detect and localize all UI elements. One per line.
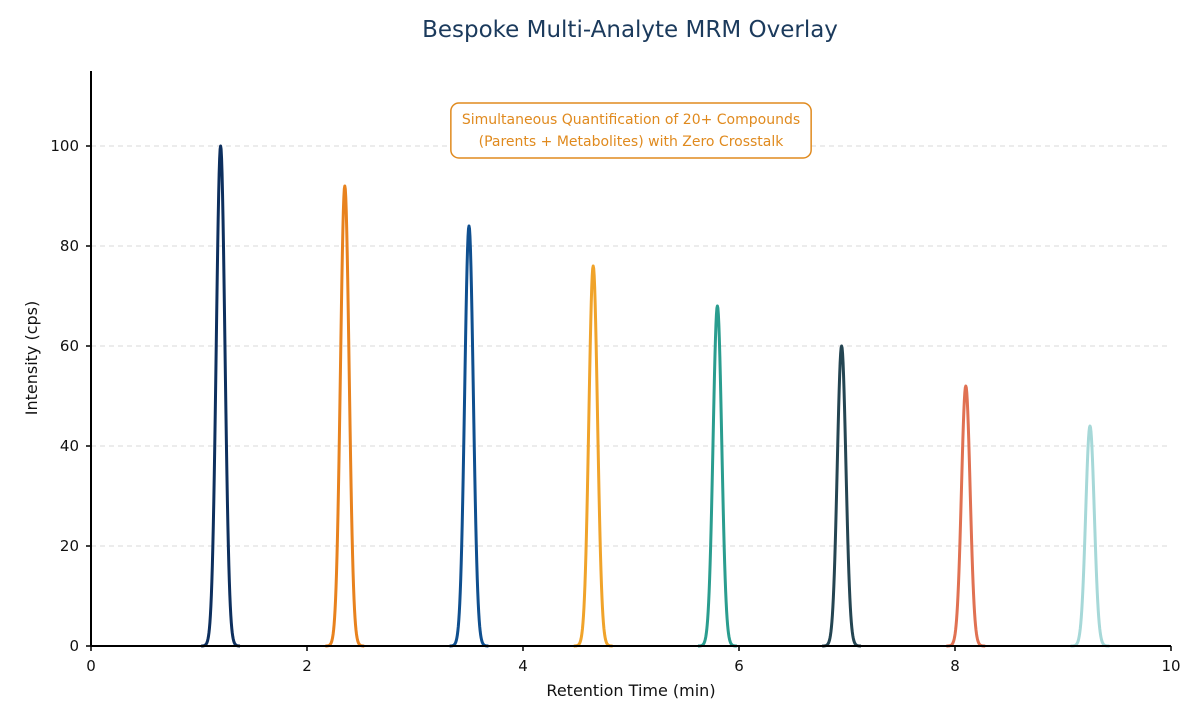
peak-2 [324, 184, 366, 648]
peak-7 [945, 384, 987, 648]
x-tick-label: 2 [302, 657, 312, 675]
y-tick-label: 80 [60, 237, 79, 255]
x-tick-label: 4 [518, 657, 528, 675]
peak-1 [200, 144, 242, 648]
y-tick-label: 60 [60, 337, 79, 355]
annotation-border [450, 102, 812, 159]
peak-6 [821, 344, 863, 648]
axes [86, 71, 1172, 651]
peak-5 [696, 304, 738, 648]
peak-3 [448, 224, 490, 648]
peak-4 [572, 264, 614, 648]
y-tick-label: 20 [60, 537, 79, 555]
annotation-line-1: Simultaneous Quantification of 20+ Compo… [462, 112, 800, 128]
chromatogram-peaks [200, 144, 1111, 648]
grid-lines [91, 145, 1171, 547]
chart-title: Bespoke Multi-Analyte MRM Overlay [422, 17, 838, 43]
x-tick-label: 0 [86, 657, 96, 675]
x-tick-label: 10 [1161, 657, 1180, 675]
x-tick-label: 8 [950, 657, 960, 675]
y-axis-label: Intensity (cps) [22, 301, 41, 416]
x-axis-label: Retention Time (min) [546, 681, 715, 700]
y-tick-label: 40 [60, 437, 79, 455]
y-tick-label: 0 [69, 637, 79, 655]
peak-8 [1069, 424, 1111, 648]
annotation-box: Simultaneous Quantification of 20+ Compo… [450, 102, 812, 159]
x-tick-label: 6 [734, 657, 744, 675]
y-tick-label: 100 [50, 137, 79, 155]
annotation-line-2: (Parents + Metabolites) with Zero Crosst… [479, 134, 785, 150]
